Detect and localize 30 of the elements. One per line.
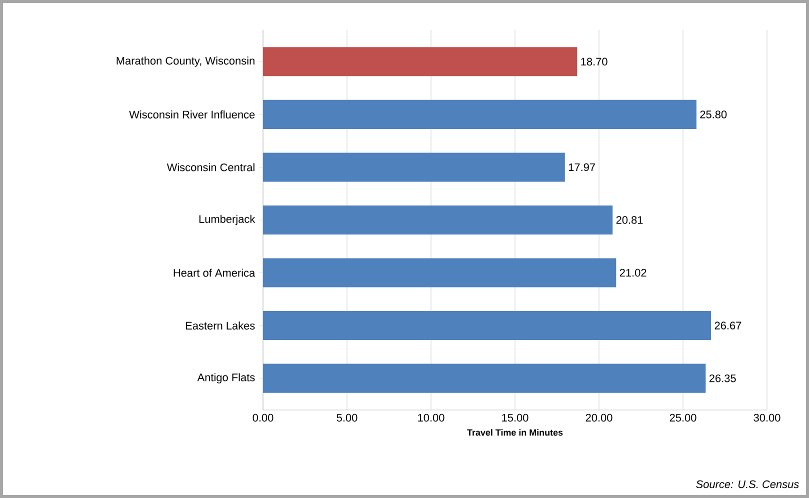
bar <box>263 364 706 393</box>
data-label: 25.80 <box>700 110 727 118</box>
bar <box>263 311 712 340</box>
y-tick-label: Marathon County, Wisconsin <box>116 56 254 67</box>
bar <box>263 100 696 129</box>
source-note: Source: U.S. Census <box>696 480 799 488</box>
x-tick-label: 20.00 <box>586 414 612 422</box>
y-tick-label: Lumberjack <box>199 214 256 226</box>
x-tick-label: 5.00 <box>336 414 358 422</box>
data-label: 20.81 <box>616 216 643 224</box>
x-tick-label: 0.00 <box>252 414 274 422</box>
bar <box>263 205 613 235</box>
data-label: 26.35 <box>709 374 736 382</box>
data-label: 18.70 <box>581 58 608 66</box>
data-label: 21.02 <box>620 268 646 277</box>
x-tick-label: 10.00 <box>418 414 444 422</box>
x-tick-label: 25.00 <box>670 414 696 422</box>
y-tick-label: Heart of America <box>174 268 256 277</box>
bar <box>263 47 578 76</box>
data-label: 17.97 <box>568 163 595 172</box>
data-label: 26.67 <box>714 322 742 330</box>
y-tick-label: Eastern Lakes <box>186 322 255 330</box>
y-tick-label: Antigo Flats <box>197 373 255 384</box>
x-axis-title: Travel Time in Minutes <box>467 429 563 436</box>
x-tick-label: 15.00 <box>502 414 528 422</box>
bar <box>263 258 616 288</box>
y-tick-label: Wisconsin Central <box>166 163 254 172</box>
y-tick-label: Wisconsin River Influence <box>129 110 255 118</box>
bar <box>263 152 565 182</box>
x-tick-label: 30.00 <box>754 414 780 422</box>
